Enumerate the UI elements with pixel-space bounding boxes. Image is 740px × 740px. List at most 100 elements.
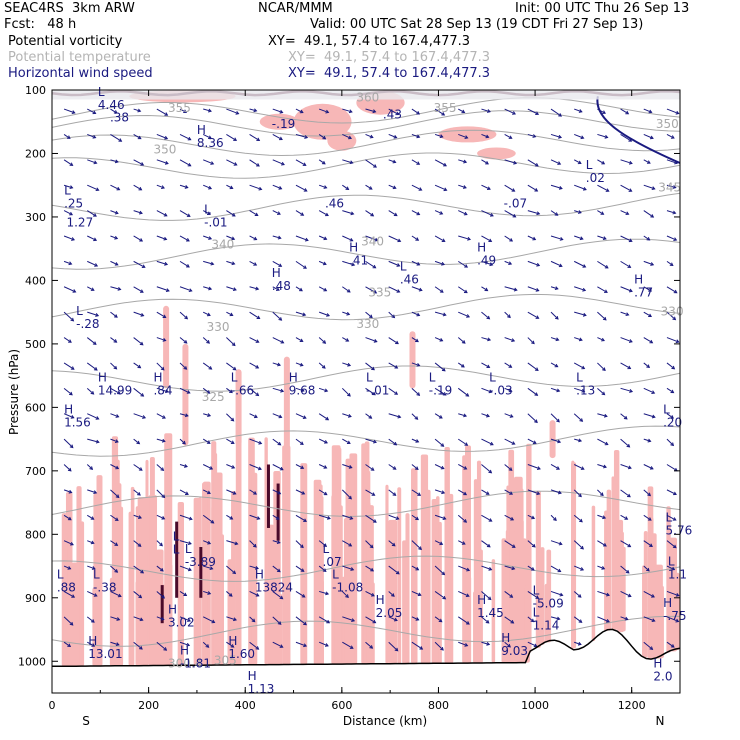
wind-vector: [504, 641, 511, 648]
pv-upper-patch: [438, 126, 497, 143]
wind-vector-head: [558, 185, 563, 190]
wind-vector-shaft: [249, 565, 259, 570]
wind-vector-head: [187, 136, 192, 141]
pv-low-level-column: [617, 546, 626, 632]
wind-vector-shaft: [481, 235, 492, 242]
wind-vector-shaft: [504, 235, 513, 242]
wind-vector-head: [648, 109, 653, 114]
wind-vector-shaft: [295, 311, 306, 316]
wind-vector-shaft: [550, 540, 562, 545]
wind-vector-head: [114, 517, 119, 521]
wind-vector-head: [647, 438, 652, 443]
wind-vector-head: [392, 466, 397, 470]
wind-vector-head: [581, 365, 586, 370]
wind-vector: [504, 235, 514, 242]
wind-vector-head: [507, 643, 511, 648]
pv-extremum-value: 1.1: [668, 568, 687, 582]
wind-vector: [574, 438, 583, 443]
wind-vector-head: [461, 340, 466, 344]
wind-vector-shaft: [388, 159, 396, 163]
wind-vector-head: [323, 185, 328, 189]
wind-vector-shaft: [666, 464, 678, 472]
wind-vector-shaft: [527, 260, 540, 267]
wind-vector: [574, 133, 585, 140]
wind-vector-head: [670, 415, 675, 419]
wind-vector-shaft: [458, 413, 467, 417]
wind-vector: [226, 184, 234, 190]
wind-vector-head: [393, 134, 398, 139]
wind-vector-head: [602, 110, 606, 114]
wind-vector: [342, 235, 354, 242]
y-tick-label: 100: [25, 84, 46, 97]
pv-extremum-value: .46: [400, 273, 419, 287]
wind-vector-shaft: [388, 464, 397, 470]
wind-vector-shaft: [550, 311, 559, 320]
wind-vector-head: [416, 312, 421, 317]
wind-vector-head: [439, 289, 444, 293]
wind-vector-head: [276, 568, 281, 573]
wind-vector-head: [415, 237, 420, 241]
pv-low-level-column: [606, 489, 612, 630]
wind-vector: [318, 387, 329, 393]
wind-vector: [63, 540, 74, 546]
wind-vector-head: [231, 213, 236, 217]
wind-vector-head: [650, 262, 655, 266]
wind-vector-shaft: [203, 413, 211, 417]
wind-vector: [249, 286, 260, 291]
wind-vector: [295, 413, 307, 419]
wind-vector: [597, 311, 607, 321]
wind-vector-shaft: [434, 641, 444, 651]
wind-vector-head: [486, 186, 491, 191]
wind-vector-shaft: [504, 616, 514, 624]
wind-vector-shaft: [63, 134, 71, 139]
wind-vector: [388, 311, 396, 319]
wind-vector-head: [69, 391, 73, 396]
wind-vector-shaft: [87, 413, 99, 420]
wind-vector-head: [115, 414, 120, 418]
wind-vector-shaft: [179, 514, 193, 520]
wind-vector-head: [581, 388, 586, 393]
wind-vector-shaft: [597, 413, 608, 417]
wind-vector-shaft: [295, 108, 304, 114]
wind-vector-head: [463, 413, 468, 418]
wind-vector-head: [535, 288, 540, 292]
wind-vector: [458, 184, 467, 189]
wind-vector-head: [184, 185, 189, 189]
wind-vector: [133, 362, 142, 369]
wind-vector-shaft: [388, 514, 399, 520]
wind-vector-head: [605, 619, 610, 623]
wind-vector: [481, 286, 489, 292]
wind-vector: [620, 159, 633, 165]
wind-vector: [87, 159, 98, 165]
wind-vector: [527, 286, 540, 292]
wind-vector-head: [229, 516, 234, 520]
wind-vector: [666, 565, 676, 571]
pv-extremum-mark: H: [634, 272, 643, 286]
wind-vector-head: [346, 440, 351, 445]
wind-vector-shaft: [574, 133, 584, 139]
wind-vector: [63, 387, 73, 396]
wind-vector: [156, 311, 167, 318]
wind-vector-shaft: [249, 514, 260, 520]
wind-vector-shaft: [249, 337, 259, 343]
wind-vector-head: [90, 287, 95, 291]
wind-vector-head: [415, 439, 420, 443]
wind-vector-shaft: [318, 134, 326, 140]
wind-vector-shaft: [249, 159, 260, 167]
wind-vector-head: [625, 110, 630, 115]
wind-vector-head: [349, 160, 354, 165]
wind-vector: [550, 540, 563, 546]
wind-vector: [458, 235, 472, 241]
wind-vector: [666, 540, 677, 549]
wind-vector-head: [69, 444, 74, 449]
wind-vector-head: [164, 112, 169, 116]
wind-vector: [365, 184, 373, 190]
wind-vector-head: [416, 362, 421, 367]
wind-vector-head: [577, 641, 582, 646]
wind-vector: [527, 413, 538, 424]
wind-vector-shaft: [573, 489, 582, 497]
pv-tower: [409, 331, 416, 389]
wind-vector-shaft: [133, 540, 142, 547]
wind-vector-head: [234, 541, 239, 546]
wind-vector-head: [183, 109, 188, 114]
